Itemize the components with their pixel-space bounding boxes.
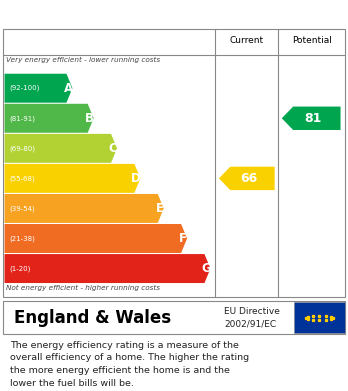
Text: (69-80): (69-80) [9,145,35,152]
Text: 81: 81 [304,112,322,125]
Polygon shape [5,74,72,103]
Polygon shape [5,224,187,253]
Text: (92-100): (92-100) [9,85,39,91]
Polygon shape [219,167,275,190]
Polygon shape [5,254,211,283]
Text: (21-38): (21-38) [9,235,35,242]
Text: B: B [85,112,94,125]
Bar [294,302,345,333]
Polygon shape [5,164,140,193]
Text: England & Wales: England & Wales [14,308,171,327]
Text: EU Directive
2002/91/EC: EU Directive 2002/91/EC [224,307,280,328]
Text: Energy Efficiency Rating: Energy Efficiency Rating [10,6,213,21]
Polygon shape [5,134,117,163]
Text: (39-54): (39-54) [9,205,35,212]
Text: Very energy efficient - lower running costs: Very energy efficient - lower running co… [6,57,160,63]
Text: (55-68): (55-68) [9,175,35,182]
Text: (81-91): (81-91) [9,115,35,122]
Text: E: E [156,202,164,215]
Text: A: A [64,82,73,95]
Polygon shape [5,194,164,223]
Text: C: C [109,142,117,155]
Text: 66: 66 [240,172,257,185]
Polygon shape [5,104,94,133]
Text: Potential: Potential [292,36,332,45]
Text: F: F [179,232,187,245]
Text: G: G [201,262,211,275]
Text: D: D [131,172,141,185]
Text: Not energy efficient - higher running costs: Not energy efficient - higher running co… [6,285,160,291]
Polygon shape [282,107,341,130]
Text: Current: Current [230,36,264,45]
Text: (1-20): (1-20) [9,265,30,272]
Text: The energy efficiency rating is a measure of the
overall efficiency of a home. T: The energy efficiency rating is a measur… [10,341,250,388]
